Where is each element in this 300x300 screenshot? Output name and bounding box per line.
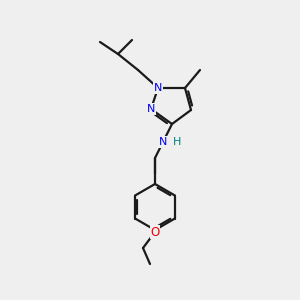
Text: O: O	[150, 226, 160, 238]
Text: H: H	[173, 137, 181, 147]
Text: N: N	[154, 83, 162, 93]
Text: N: N	[159, 137, 167, 147]
Text: N: N	[147, 104, 155, 114]
